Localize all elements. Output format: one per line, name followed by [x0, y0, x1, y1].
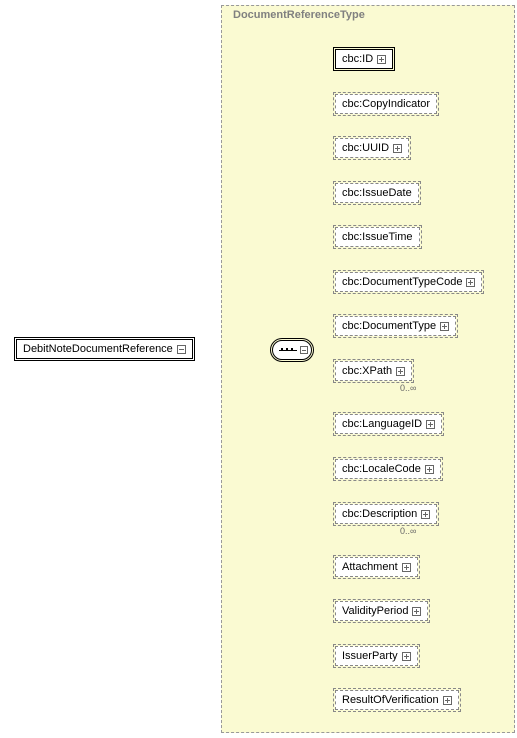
plus-icon[interactable]: [421, 510, 430, 519]
child-node-label: IssuerParty: [342, 650, 398, 662]
child-node-label: ResultOfVerification: [342, 694, 439, 706]
plus-icon[interactable]: [402, 563, 411, 572]
plus-icon[interactable]: [377, 55, 386, 64]
plus-icon[interactable]: [402, 652, 411, 661]
child-node-label: cbc:LocaleCode: [342, 463, 421, 475]
cardinality-label: 0..∞: [400, 526, 416, 536]
child-node-label: cbc:IssueDate: [342, 187, 412, 199]
child-node-label: ValidityPeriod: [342, 605, 408, 617]
child-node-issuerparty[interactable]: IssuerParty: [335, 646, 418, 666]
child-node-validityperiod[interactable]: ValidityPeriod: [335, 601, 428, 621]
child-node-cbc-issuedate[interactable]: cbc:IssueDate: [335, 183, 419, 203]
minus-icon[interactable]: [177, 345, 186, 354]
child-node-cbc-documenttypecode[interactable]: cbc:DocumentTypeCode: [335, 272, 482, 292]
plus-icon[interactable]: [396, 367, 405, 376]
child-node-cbc-localecode[interactable]: cbc:LocaleCode: [335, 459, 441, 479]
plus-icon[interactable]: [466, 278, 475, 287]
child-node-cbc-xpath[interactable]: cbc:XPath: [335, 361, 412, 381]
child-node-cbc-description[interactable]: cbc:Description: [335, 504, 437, 524]
child-node-label: cbc:CopyIndicator: [342, 98, 430, 110]
cardinality-label: 0..∞: [400, 383, 416, 393]
child-node-label: cbc:XPath: [342, 365, 392, 377]
plus-icon[interactable]: [412, 607, 421, 616]
plus-icon[interactable]: [425, 465, 434, 474]
child-node-label: cbc:ID: [342, 53, 373, 65]
child-node-label: Attachment: [342, 561, 398, 573]
child-node-label: cbc:IssueTime: [342, 231, 413, 243]
child-node-label: cbc:DocumentType: [342, 320, 436, 332]
child-node-cbc-id[interactable]: cbc:ID: [335, 49, 393, 69]
child-node-label: cbc:LanguageID: [342, 418, 422, 430]
plus-icon[interactable]: [426, 420, 435, 429]
plus-icon[interactable]: [440, 322, 449, 331]
child-node-cbc-issuetime[interactable]: cbc:IssueTime: [335, 227, 420, 247]
child-node-label: cbc:DocumentTypeCode: [342, 276, 462, 288]
child-node-cbc-documenttype[interactable]: cbc:DocumentType: [335, 316, 456, 336]
plus-icon[interactable]: [393, 144, 402, 153]
child-node-resultofverification[interactable]: ResultOfVerification: [335, 690, 459, 710]
plus-icon[interactable]: [443, 696, 452, 705]
type-container-label: DocumentReferenceType: [233, 9, 365, 21]
child-node-cbc-uuid[interactable]: cbc:UUID: [335, 138, 409, 158]
child-node-cbc-copyindicator[interactable]: cbc:CopyIndicator: [335, 94, 437, 114]
root-node-label: DebitNoteDocumentReference: [23, 343, 173, 355]
root-node[interactable]: DebitNoteDocumentReference: [16, 339, 193, 359]
child-node-attachment[interactable]: Attachment: [335, 557, 418, 577]
child-node-label: cbc:Description: [342, 508, 417, 520]
child-node-label: cbc:UUID: [342, 142, 389, 154]
sequence-compositor[interactable]: [272, 340, 312, 360]
child-node-cbc-languageid[interactable]: cbc:LanguageID: [335, 414, 442, 434]
